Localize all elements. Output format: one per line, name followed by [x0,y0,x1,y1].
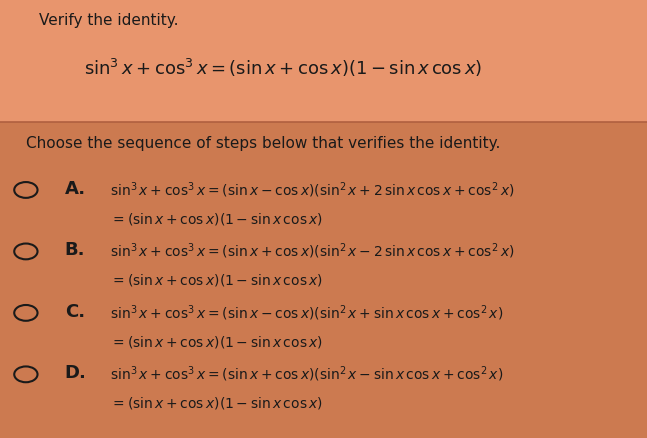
FancyBboxPatch shape [0,123,647,438]
Text: $\mathrm{sin}^3\,x + \mathrm{cos}^3\,x = (\mathrm{sin}\,x + \mathrm{cos}\,x)(1 -: $\mathrm{sin}^3\,x + \mathrm{cos}^3\,x =… [84,57,483,79]
Text: $\mathrm{sin}^3\,x + \mathrm{cos}^3\,x = (\mathrm{sin}\,x - \mathrm{cos}\,x)(\ma: $\mathrm{sin}^3\,x + \mathrm{cos}^3\,x =… [110,180,514,199]
Text: $= (\mathrm{sin}\,x + \mathrm{cos}\,x)(1 - \mathrm{sin}\,x\,\mathrm{cos}\,x)$: $= (\mathrm{sin}\,x + \mathrm{cos}\,x)(1… [110,394,323,410]
Text: $= (\mathrm{sin}\,x + \mathrm{cos}\,x)(1 - \mathrm{sin}\,x\,\mathrm{cos}\,x)$: $= (\mathrm{sin}\,x + \mathrm{cos}\,x)(1… [110,333,323,349]
Text: $\mathrm{sin}^3\,x + \mathrm{cos}^3\,x = (\mathrm{sin}\,x + \mathrm{cos}\,x)(\ma: $\mathrm{sin}^3\,x + \mathrm{cos}^3\,x =… [110,364,503,383]
Text: $\mathrm{sin}^3\,x + \mathrm{cos}^3\,x = (\mathrm{sin}\,x - \mathrm{cos}\,x)(\ma: $\mathrm{sin}^3\,x + \mathrm{cos}^3\,x =… [110,302,503,322]
FancyBboxPatch shape [0,0,647,123]
Text: A.: A. [65,180,86,198]
Text: $\mathrm{sin}^3\,x + \mathrm{cos}^3\,x = (\mathrm{sin}\,x + \mathrm{cos}\,x)(\ma: $\mathrm{sin}^3\,x + \mathrm{cos}^3\,x =… [110,241,514,261]
Text: Choose the sequence of steps below that verifies the identity.: Choose the sequence of steps below that … [26,136,500,151]
Text: D.: D. [65,364,87,381]
Text: C.: C. [65,302,85,320]
Text: B.: B. [65,241,85,259]
Text: $= (\mathrm{sin}\,x + \mathrm{cos}\,x)(1 - \mathrm{sin}\,x\,\mathrm{cos}\,x)$: $= (\mathrm{sin}\,x + \mathrm{cos}\,x)(1… [110,272,323,287]
Text: $= (\mathrm{sin}\,x + \mathrm{cos}\,x)(1 - \mathrm{sin}\,x\,\mathrm{cos}\,x)$: $= (\mathrm{sin}\,x + \mathrm{cos}\,x)(1… [110,210,323,226]
Text: Verify the identity.: Verify the identity. [39,13,179,28]
